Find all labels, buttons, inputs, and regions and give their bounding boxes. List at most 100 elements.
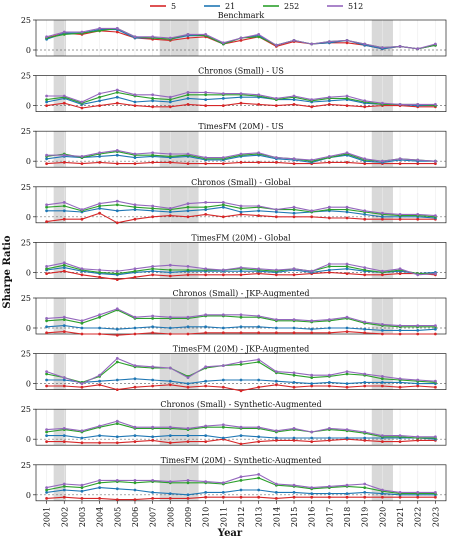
data-point-512: [62, 376, 66, 379]
data-point-21: [115, 487, 119, 491]
panel-4: Chronos (Small) - Global 0 25: [21, 178, 447, 225]
data-point-512: [363, 482, 367, 486]
data-point-21: [274, 436, 278, 440]
data-point-512: [327, 373, 331, 377]
x-tick-label: 2010: [202, 507, 211, 527]
y-tick-label: 0: [26, 435, 31, 444]
data-point-21: [327, 99, 331, 103]
data-point-512: [221, 156, 225, 160]
data-point-21: [363, 327, 367, 331]
data-point-5: [168, 161, 172, 164]
y-tick-label: 0: [26, 102, 31, 111]
data-point-512: [345, 370, 349, 373]
shaded-period: [53, 75, 67, 112]
data-point-5: [380, 384, 384, 388]
data-point-5: [133, 275, 137, 279]
data-point-512: [133, 364, 137, 367]
data-point-512: [151, 35, 155, 39]
data-point-5: [292, 273, 296, 277]
data-point-5: [151, 497, 155, 500]
data-point-252: [45, 372, 49, 376]
data-point-5: [62, 161, 66, 164]
data-point-512: [98, 202, 102, 206]
data-point-512: [98, 424, 102, 428]
x-tick-label: 2014: [272, 507, 281, 527]
data-point-512: [398, 157, 402, 161]
data-point-5: [292, 103, 296, 106]
data-point-5: [292, 385, 296, 389]
data-point-512: [363, 430, 367, 434]
data-point-512: [363, 266, 367, 269]
data-point-5: [186, 440, 190, 443]
data-point-5: [115, 162, 119, 166]
data-point-252: [257, 360, 261, 364]
x-tick-label: 2011: [219, 507, 228, 527]
data-point-5: [45, 384, 49, 388]
data-point-5: [327, 495, 331, 499]
data-point-21: [398, 329, 402, 332]
data-point-512: [433, 159, 437, 163]
data-point-512: [98, 27, 102, 30]
panel-7: TimesFM (20M) - JKP-Augmented 0 25: [21, 345, 447, 393]
shaded-period: [159, 242, 199, 279]
x-tick-label: 2016: [308, 507, 317, 527]
data-point-512: [398, 324, 402, 327]
data-point-512: [292, 318, 296, 321]
data-point-512: [133, 35, 137, 39]
x-tick-label: 2018: [343, 507, 352, 527]
data-point-5: [239, 273, 243, 277]
data-point-512: [363, 42, 367, 46]
data-point-5: [257, 385, 261, 389]
data-point-512: [257, 267, 261, 271]
legend-entry-512: 512: [327, 2, 363, 11]
data-point-512: [115, 269, 119, 273]
data-point-512: [45, 35, 49, 39]
data-point-5: [115, 30, 119, 34]
data-point-5: [363, 273, 367, 277]
data-point-21: [363, 213, 367, 216]
data-point-512: [45, 153, 49, 157]
x-tick-label: 2001: [43, 507, 52, 527]
data-point-252: [257, 476, 261, 480]
data-point-5: [345, 104, 349, 107]
y-tick-label: 25: [21, 238, 31, 247]
x-tick-label: 2004: [96, 507, 105, 527]
y-tick-label: 25: [21, 127, 31, 136]
data-point-5: [239, 39, 243, 42]
data-point-5: [151, 215, 155, 219]
data-point-5: [45, 331, 49, 335]
data-point-512: [363, 99, 367, 103]
data-point-21: [98, 207, 102, 210]
data-point-512: [327, 40, 331, 43]
shaded-period: [159, 186, 199, 223]
data-point-252: [239, 207, 243, 210]
data-point-5: [204, 384, 208, 388]
panel-frame: [35, 130, 447, 168]
data-point-512: [257, 358, 261, 361]
data-point-5: [239, 495, 243, 499]
data-point-5: [398, 385, 402, 389]
x-tick-label: 2006: [131, 507, 140, 527]
data-point-512: [62, 261, 66, 265]
data-point-21: [380, 492, 384, 495]
data-point-5: [416, 384, 420, 388]
data-point-21: [45, 157, 49, 161]
data-point-252: [186, 481, 190, 485]
shaded-period: [53, 409, 67, 446]
data-point-5: [292, 215, 296, 219]
data-point-512: [292, 483, 296, 487]
data-point-5: [204, 104, 208, 107]
data-point-512: [80, 30, 84, 34]
data-point-5: [168, 497, 172, 500]
data-point-512: [133, 267, 137, 271]
data-point-512: [380, 101, 384, 105]
data-point-5: [62, 217, 66, 221]
data-point-5: [380, 495, 384, 499]
y-tick-label: 0: [26, 213, 31, 222]
data-point-252: [186, 268, 190, 272]
data-point-512: [274, 268, 278, 272]
data-point-5: [274, 104, 278, 107]
data-point-5: [363, 495, 367, 499]
data-point-5: [398, 332, 402, 336]
data-point-512: [45, 486, 49, 489]
